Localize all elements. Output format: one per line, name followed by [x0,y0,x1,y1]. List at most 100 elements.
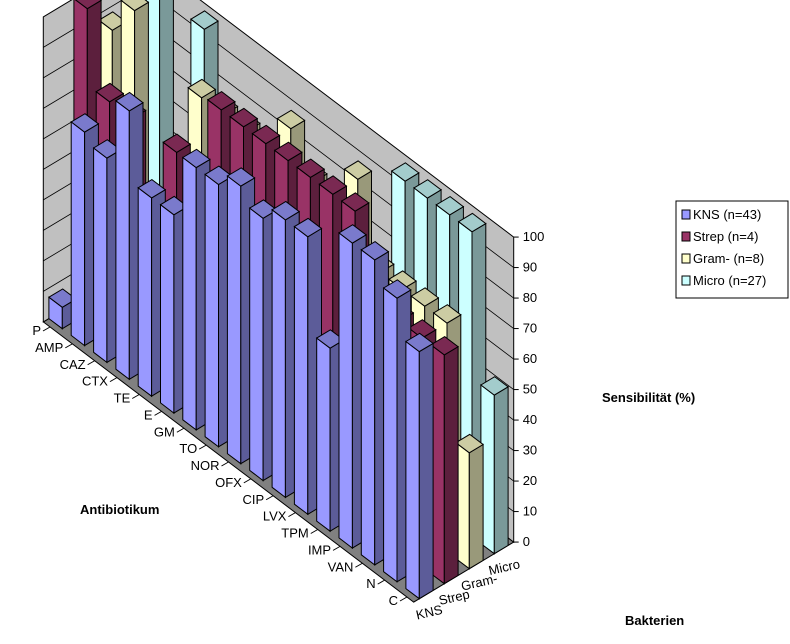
y-tick-label: 30 [523,443,537,458]
x-tick-label: TPM [281,526,308,541]
x-tick-mark [377,579,385,585]
y-tick-label: 100 [523,229,545,244]
bar-side [493,385,509,555]
bar-front [182,156,197,431]
legend-box [675,200,789,299]
x-tick-mark [243,478,252,484]
x-tick-label: LVX [263,509,287,524]
x-tick-label: P [32,323,41,338]
bars [48,0,509,600]
bar-top [455,433,484,454]
bar-front [383,286,398,583]
x-tick-mark [310,529,318,534]
bar-front [226,174,242,465]
bar-top [405,332,434,353]
bar-top [276,109,306,130]
x-tick-mark [154,410,162,416]
bar-front [70,120,86,347]
depth-tick-label: KNS [414,602,444,623]
x-tick-label: E [144,407,153,422]
bar-top [74,0,102,10]
bar-top [120,0,150,12]
x-tick-label: CTX [82,374,108,389]
x-tick-label: C [389,593,398,608]
x-tick-label: CAZ [60,357,86,372]
bar-top [251,124,281,145]
x-tick-mark [332,545,341,551]
bar-top [95,82,125,103]
bar-front [249,207,264,482]
legend-swatch [681,231,691,242]
x-tick-mark [65,343,73,349]
depth-axis-title: Bakterien [625,613,684,628]
bar-top [430,335,459,356]
x-tick-label: OFX [215,475,242,490]
x-tick-label: CIP [242,492,264,507]
x-tick-mark [87,360,95,366]
bar-top [273,141,303,162]
x-tick-mark [221,461,229,467]
bar-top [70,113,100,133]
x-tick-mark [265,495,274,501]
bar-top [190,10,219,30]
legend-swatch [681,209,691,220]
bar [405,332,434,600]
legend-label: Micro (n=27) [693,273,766,288]
legend: KNS (n=43) Strep (n=4) Gram- (n=8) Micro (n… [675,200,789,299]
y-axis-ticks: 0 10 20 30 40 50 60 70 80 90 100 [513,229,545,549]
bar-top [382,279,412,299]
bar-top [206,90,236,111]
y-tick-label: 0 [523,534,530,549]
bar-front [160,203,175,415]
legend-label: Strep (n=4) [693,229,758,244]
bar-top [338,224,367,244]
y-tick-label: 80 [523,290,537,305]
y-tick-label: 10 [523,504,537,519]
x-tick-mark [399,596,408,602]
y-tick-label: 90 [523,260,537,275]
x-tick-mark [288,512,296,518]
bar-top [229,107,259,128]
bar-top [115,91,144,112]
bar-top [187,78,217,99]
bar-front [271,208,286,499]
x-tick-mark [42,326,51,332]
bar-top [343,160,373,180]
bar-front [204,173,219,448]
bar-top [293,217,323,238]
x-tick-label: N [366,576,375,591]
bar-front [316,337,331,533]
bar-side [418,342,434,600]
y-axis-title: Sensibilität (%) [602,390,695,405]
bar-front [338,231,353,550]
bar-top [296,158,326,179]
bar-top [162,133,192,154]
bar-front [293,225,309,516]
bar-side [468,443,484,570]
x-tick-mark [109,377,118,383]
bar-front [360,248,376,566]
bar-front [137,186,153,398]
bar-front [405,340,420,600]
x-tick-mark [132,394,140,399]
depth-tick-label: Micro [487,556,521,578]
bar-front [93,146,108,364]
legend-swatch [681,275,691,286]
bar-side [443,345,459,585]
y-tick-label: 60 [523,351,537,366]
legend-label: Gram- (n=8) [693,251,764,266]
x-tick-label: TO [179,441,197,456]
bar-top [390,162,420,182]
x-tick-label: GM [154,424,175,439]
bar [115,91,144,381]
x-tick-mark [355,562,363,568]
x-tick-label: TE [114,391,131,406]
bar-top [435,195,465,216]
bar-top [413,179,442,199]
legend-label: KNS (n=43) [693,207,761,222]
bar-top [318,175,348,195]
bar-top [340,192,370,212]
